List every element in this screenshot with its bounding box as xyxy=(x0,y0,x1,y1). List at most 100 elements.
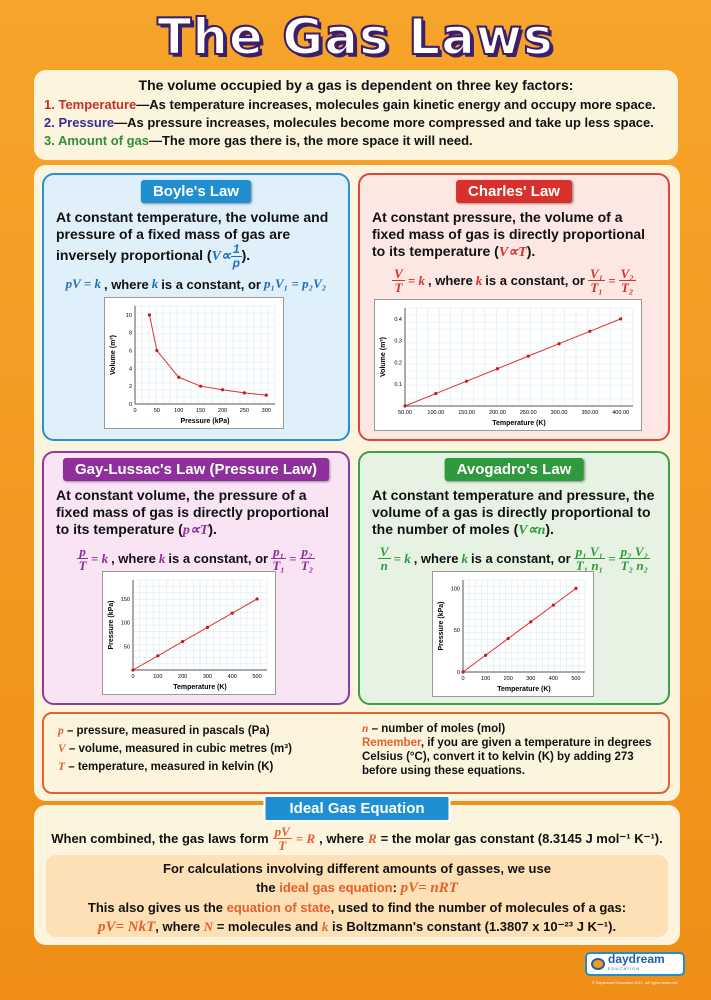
y-tick-label: 50 xyxy=(454,628,460,634)
y-tick-label: 0.3 xyxy=(394,339,402,345)
series-line xyxy=(404,318,621,407)
data-point xyxy=(551,603,555,607)
data-point xyxy=(264,393,268,397)
data-point xyxy=(131,668,135,672)
y-tick-label: 0 xyxy=(457,670,460,676)
y-tick-label: 4 xyxy=(129,366,132,372)
ideal-line-2: For calculations involving different amo… xyxy=(163,861,551,876)
data-point xyxy=(483,653,488,657)
avogadro-label: Avogadro's Law xyxy=(444,458,584,481)
x-tick-label: 200.00 xyxy=(489,410,506,416)
y-tick-label: 0.2 xyxy=(394,360,402,366)
data-point xyxy=(434,391,438,396)
x-tick-label: 400.00 xyxy=(612,410,629,416)
def-moles: n – number of moles (mol) xyxy=(362,723,506,735)
remember-note: Remember, if you are given a temperature… xyxy=(362,737,652,777)
ideal-line-3: the ideal gas equation: pV= nRT xyxy=(256,880,458,896)
data-point xyxy=(461,670,465,674)
y-tick-label: 10 xyxy=(126,313,132,319)
data-point xyxy=(230,611,234,615)
y-tick-label: 100 xyxy=(451,586,460,592)
def-temperature: T – temperature, measured in kelvin (K) xyxy=(58,761,274,773)
daydream-logo: daydream EDUCATION xyxy=(585,952,685,976)
x-tick-label: 200 xyxy=(218,408,227,414)
x-axis-label: Temperature (K) xyxy=(497,686,551,693)
data-point xyxy=(199,384,203,388)
intro-box: The volume occupied by a gas is dependen… xyxy=(34,70,678,160)
ideal-gas-label: Ideal Gas Equation xyxy=(263,795,451,822)
x-tick-label: 200 xyxy=(504,676,513,682)
ideal-line-5: pV= NkT, where N = molecules and k is Bo… xyxy=(97,919,617,935)
data-point xyxy=(465,379,469,383)
avogadro-description: At constant temperature and pressure, th… xyxy=(372,487,655,538)
gay-lussac-panel: Gay-Lussac's Law (Pressure Law) At const… xyxy=(42,451,350,705)
x-tick-label: 250.00 xyxy=(520,410,537,416)
charles-formula: V T = k, where k is a constant, or V₁ T₁ = V₂ T₂ xyxy=(392,266,636,295)
gay-lussac-label: Gay-Lussac's Law (Pressure Law) xyxy=(63,458,329,481)
x-tick-label: 100 xyxy=(153,674,162,680)
data-point xyxy=(177,375,181,379)
laws-container: Boyle's Law At constant temperature, the… xyxy=(34,165,680,801)
x-tick-label: 200 xyxy=(178,674,187,680)
combined-law-line: When combined, the gas laws form pV T = R, … xyxy=(51,824,663,853)
def-pressure: p – pressure, measured in pascals (Pa) xyxy=(58,725,270,737)
avogadro-chart: 0 100 200 300 400 500 0 50 100 Temperature (K) Pre… xyxy=(432,571,594,697)
intro-item-temperature: 1. Temperature—As temperature increases,… xyxy=(44,97,656,112)
definitions-box: p – pressure, measured in pascals (Pa) V… xyxy=(42,712,670,794)
y-tick-label: 8 xyxy=(129,331,132,337)
boyle-chart: 0 50 100 150 200 250 300 0 2 4 6 8 10 Pressure (kPa) V… xyxy=(104,297,284,429)
x-tick-label: 500 xyxy=(571,676,580,682)
x-tick-label: 300 xyxy=(526,676,535,682)
series-line xyxy=(132,598,258,671)
data-point xyxy=(155,348,159,353)
x-tick-label: 300 xyxy=(203,674,212,680)
avogadro-panel: Avogadro's Law At constant temperature a… xyxy=(358,451,670,705)
y-axis-label: Volume (m³) xyxy=(110,335,117,375)
gay-lussac-chart: 0 100 200 300 400 500 50 100 150 Temperature (K) P… xyxy=(102,571,276,695)
x-tick-label: 0 xyxy=(131,674,134,680)
data-point xyxy=(403,404,407,408)
data-point xyxy=(220,388,225,392)
y-tick-label: 0.4 xyxy=(394,317,402,323)
series-line xyxy=(462,587,577,673)
intro-heading: The volume occupied by a gas is dependen… xyxy=(138,77,574,93)
boyle-description: At constant temperature, the volume and … xyxy=(56,209,329,270)
x-axis-label: Pressure (kPa) xyxy=(180,418,229,425)
chart-svg: 0 100 200 300 400 500 0 50 100 Temperature (K) Pre… xyxy=(438,579,586,693)
x-tick-label: 0 xyxy=(461,676,464,682)
y-tick-label: 2 xyxy=(129,384,132,390)
x-tick-label: 150 xyxy=(196,408,205,414)
x-tick-label: 400 xyxy=(228,674,237,680)
charles-description: At constant pressure, the volume of a fi… xyxy=(372,209,646,260)
boyle-label: Boyle's Law xyxy=(140,180,252,203)
x-tick-label: 250 xyxy=(240,408,249,414)
charles-panel: Charles' Law At constant pressure, the v… xyxy=(358,173,670,441)
gay-lussac-description: At constant volume, the pressure of a fi… xyxy=(56,487,330,538)
y-tick-label: 0 xyxy=(129,402,132,408)
data-point xyxy=(495,367,500,371)
x-axis-label: Temperature (K) xyxy=(492,420,546,427)
chart-svg: 0 50 100 150 200 250 300 0 2 4 6 8 10 Pressure (kPa) V… xyxy=(110,305,276,425)
ideal-gas-inner: For calculations involving different amo… xyxy=(46,855,668,937)
intro-item-amount: 3. Amount of gas—The more gas there is, … xyxy=(44,133,473,148)
y-axis-label: Pressure (kPa) xyxy=(438,601,445,650)
data-point xyxy=(619,317,623,321)
poster-title: The Gas Laws xyxy=(156,7,554,67)
chart-svg: 50.00 100.00 150.00 200.00 250.00 300.00 350.0… xyxy=(380,307,634,427)
data-point xyxy=(156,654,160,658)
x-tick-label: 100 xyxy=(481,676,490,682)
y-axis-label: Pressure (kPa) xyxy=(108,600,115,649)
x-tick-label: 50.00 xyxy=(398,410,412,416)
gay-lussac-formula: p T = k, where k is a constant, or p₁ T₁ = p₂ T₂ xyxy=(77,544,315,573)
data-point xyxy=(506,636,510,641)
data-point xyxy=(574,586,578,590)
x-tick-label: 400 xyxy=(549,676,558,682)
x-tick-label: 350.00 xyxy=(581,410,598,416)
x-tick-label: 100 xyxy=(174,408,183,414)
data-point xyxy=(255,597,259,601)
x-tick-label: 300.00 xyxy=(551,410,568,416)
chart-svg: 0 100 200 300 400 500 50 100 150 Temperature (K) P… xyxy=(108,579,268,691)
y-tick-label: 50 xyxy=(124,644,130,650)
y-tick-label: 150 xyxy=(121,597,130,603)
data-point xyxy=(526,354,530,358)
